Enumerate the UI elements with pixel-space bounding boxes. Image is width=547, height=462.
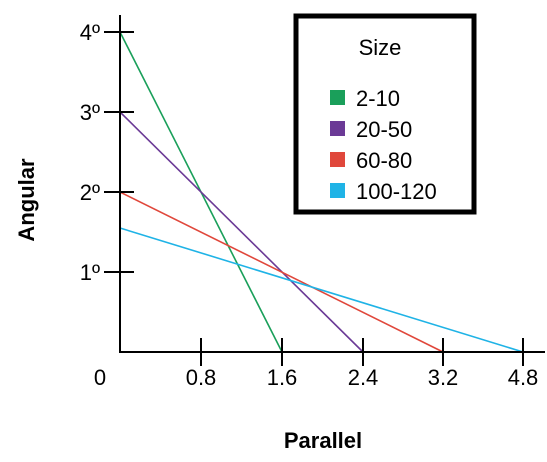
legend-items: 2-10 20-50 60-80 100-120: [330, 86, 437, 204]
legend: Size 2-10 20-50 60-80 100-120: [293, 13, 477, 215]
legend-swatch-2-10: [330, 90, 345, 105]
x-tick-label-1: 1.6: [267, 365, 298, 390]
x-tick-label-3: 3.2: [428, 365, 459, 390]
y-tick-label-1: 2º: [80, 180, 100, 205]
x-tick-label-2: 2.4: [348, 365, 379, 390]
y-tick-label-0: 1º: [80, 260, 100, 285]
legend-label-20-50: 20-50: [356, 117, 412, 142]
origin-label: 0: [94, 365, 106, 390]
y-axis-title: Angular: [14, 158, 39, 242]
series-line-20-50: [119, 111, 364, 353]
legend-label-60-80: 60-80: [356, 148, 412, 173]
x-tick-label-4: 4.8: [508, 365, 539, 390]
axes-layer: [119, 15, 545, 353]
series-line-60-80: [119, 191, 444, 353]
legend-swatch-20-50: [330, 121, 345, 136]
series-line-100-120: [119, 227, 524, 353]
y-tick-label-3: 4º: [80, 20, 100, 45]
legend-label-2-10: 2-10: [356, 86, 400, 111]
ticks-layer: 0.8 1.6 2.4 3.2 4.8 1º 2º 3º 4º: [80, 20, 539, 390]
y-tick-label-2: 3º: [80, 100, 100, 125]
legend-box: [293, 13, 477, 215]
x-axis-title: Parallel: [284, 428, 362, 453]
legend-swatch-100-120: [330, 183, 345, 198]
legend-swatch-60-80: [330, 152, 345, 167]
x-tick-label-0: 0.8: [186, 365, 217, 390]
legend-title: Size: [359, 35, 402, 60]
series-layer: [119, 31, 524, 353]
legend-label-100-120: 100-120: [356, 179, 437, 204]
